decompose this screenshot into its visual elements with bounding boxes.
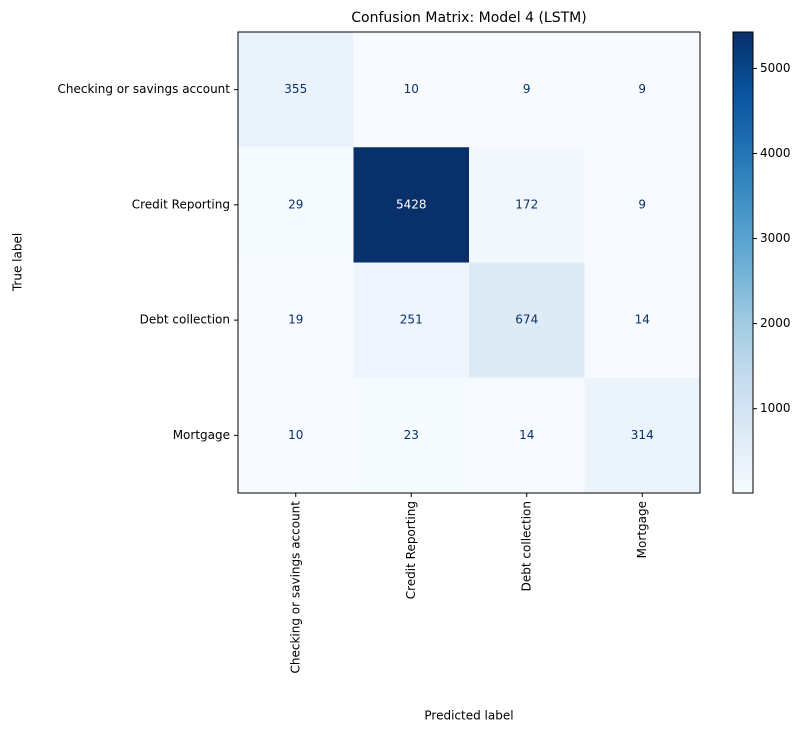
x-tick-label: Debt collection <box>519 501 533 591</box>
x-tick-label: Mortgage <box>635 501 649 558</box>
cell <box>238 32 354 148</box>
cell <box>584 147 701 263</box>
colorbar-tick-label: 1000 <box>760 401 791 415</box>
cell-label: 10 <box>404 82 419 96</box>
y-axis-label: True label <box>11 233 25 292</box>
cell-label: 674 <box>515 313 538 327</box>
cell-label: 9 <box>523 82 531 96</box>
cell-label: 172 <box>515 197 538 211</box>
cell <box>584 262 701 379</box>
cell-label: 5428 <box>396 197 427 211</box>
y-tick-label: Debt collection <box>140 313 230 327</box>
cell <box>469 147 585 263</box>
y-tick-label: Checking or savings account <box>57 82 230 96</box>
cell-label: 10 <box>288 428 303 442</box>
x-tick-label: Credit Reporting <box>404 501 418 599</box>
cell <box>469 32 585 148</box>
cell-label: 251 <box>400 313 423 327</box>
cell <box>353 32 470 148</box>
cell-label: 19 <box>288 313 303 327</box>
cell-label: 14 <box>519 428 534 442</box>
cell <box>584 377 701 494</box>
cell-label: 14 <box>635 313 650 327</box>
cell <box>584 32 701 148</box>
colorbar-tick-label: 4000 <box>760 146 791 160</box>
cell <box>238 262 354 379</box>
cell-label: 29 <box>288 197 303 211</box>
cell-label: 23 <box>404 428 419 442</box>
chart-title: Confusion Matrix: Model 4 (LSTM) <box>351 10 586 26</box>
colorbar-tick-label: 2000 <box>760 316 791 330</box>
cell <box>353 377 470 494</box>
plot-frame <box>237 31 701 494</box>
x-tick-label: Checking or savings account <box>288 501 302 674</box>
cell <box>238 377 354 494</box>
y-tick-label: Credit Reporting <box>132 197 230 211</box>
y-tick-label: Mortgage <box>173 428 230 442</box>
colorbar-tick-label: 5000 <box>760 61 791 75</box>
cell-label: 314 <box>631 428 654 442</box>
cell <box>353 147 470 263</box>
colorbar <box>732 31 754 494</box>
x-axis-label: Predicted label <box>424 709 513 723</box>
cell <box>238 147 354 263</box>
cell-label: 9 <box>638 82 646 96</box>
cell-label: 9 <box>638 197 646 211</box>
colorbar-tick-label: 3000 <box>760 231 791 245</box>
cell <box>353 262 470 379</box>
cell <box>469 377 585 494</box>
cell-label: 355 <box>284 82 307 96</box>
cell <box>469 262 585 379</box>
